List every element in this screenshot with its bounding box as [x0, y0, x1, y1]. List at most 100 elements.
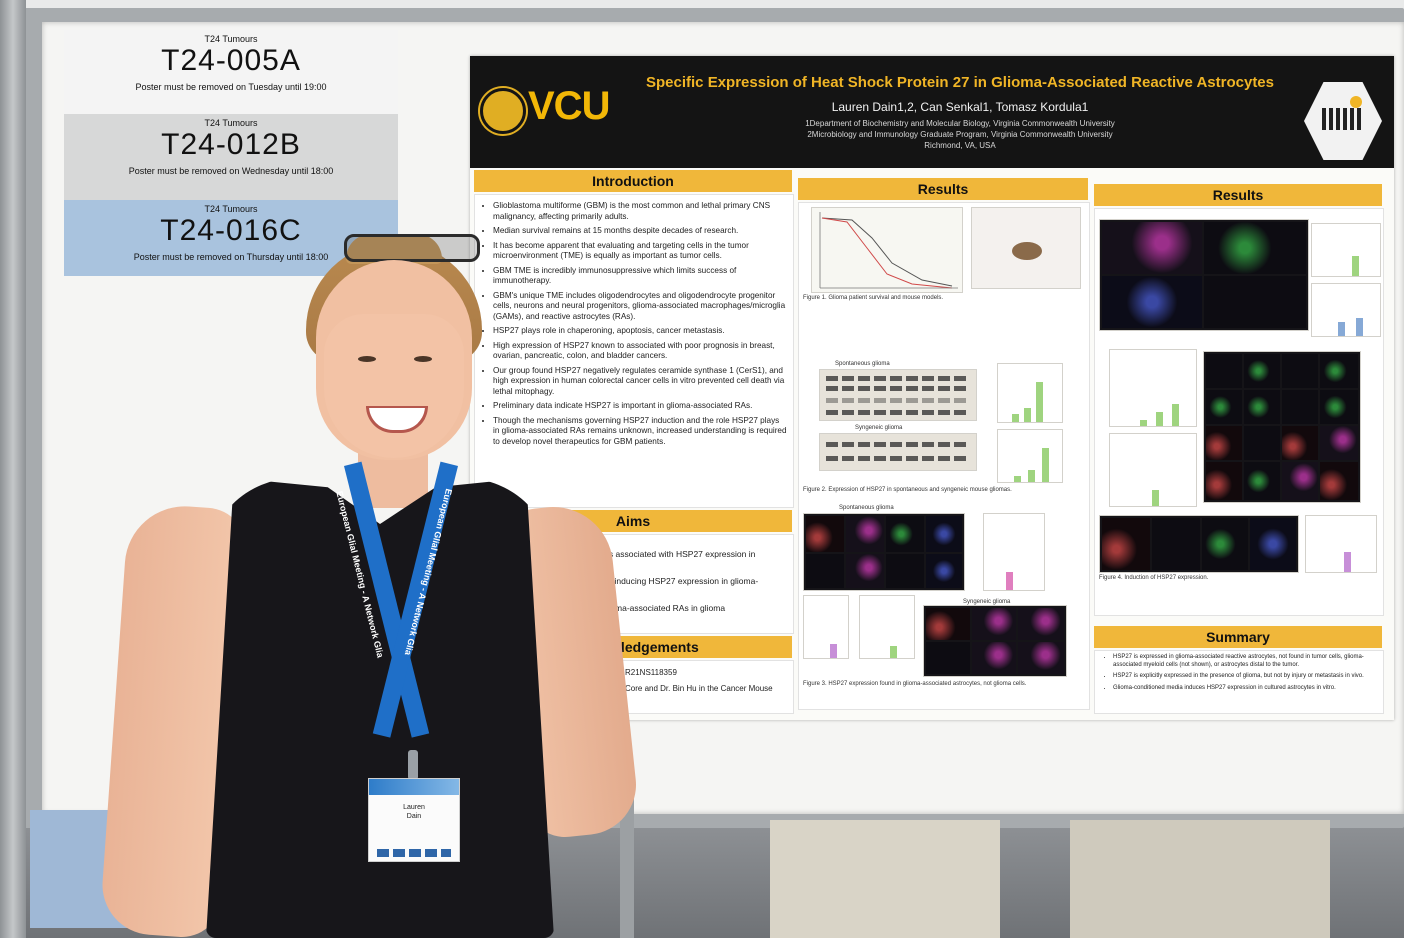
- list-item: HSP27 is expressed in glioma-associated …: [1113, 654, 1377, 669]
- figure-caption: Figure 3. HSP27 expression found in glio…: [803, 681, 1027, 687]
- bar: [1036, 382, 1043, 422]
- label-note: Poster must be removed on Wednesday unti…: [128, 166, 334, 176]
- micrograph: [1320, 462, 1358, 500]
- list-item: GBM TME is incredibly immunosuppressive …: [493, 266, 787, 287]
- micrograph: [1102, 276, 1202, 328]
- blot-band: [826, 376, 966, 381]
- label-category: T24 Tumours: [204, 34, 258, 44]
- western-blot-syngeneic: [819, 433, 977, 471]
- bar-chart: [1305, 515, 1377, 573]
- micrograph: [926, 516, 962, 552]
- vcu-logo-text: VCU: [528, 84, 610, 128]
- panel-title: Spontaneous glioma: [835, 361, 890, 367]
- bar: [1152, 490, 1159, 506]
- lanyard-text: European Glial Meeting - A Network Glia: [402, 487, 454, 657]
- micrograph: [1102, 222, 1202, 274]
- bar-chart: [983, 513, 1045, 591]
- bar: [1024, 408, 1031, 422]
- list-item: GBM's unique TME includes oligodendrocyt…: [493, 291, 787, 323]
- panel-title: Spontaneous glioma: [839, 505, 894, 511]
- results-heading: Results: [1094, 184, 1382, 206]
- survival-curve-figure: [811, 207, 963, 293]
- immunofluorescence-panel: [803, 513, 965, 591]
- poster-header: VCU Specific Expression of Heat Shock Pr…: [470, 56, 1394, 168]
- micrograph: [1152, 518, 1200, 570]
- introduction-body: Glioblastoma multiforme (GBM) is the mos…: [474, 194, 794, 508]
- immunofluorescence-panel: [1099, 219, 1309, 331]
- list-item: Preliminary data indicate HSP27 is impor…: [493, 401, 787, 412]
- micrograph: [1244, 390, 1280, 424]
- bar-chart: [803, 595, 849, 659]
- bar-chart: [1311, 283, 1381, 337]
- face: [324, 314, 464, 458]
- board-leg: [620, 790, 634, 938]
- label-note: Poster must be removed on Tuesday until …: [135, 82, 327, 92]
- background-person: [1070, 820, 1330, 938]
- ack-line: R21NS118359: [625, 668, 677, 677]
- micrograph: [1018, 608, 1064, 640]
- bar: [1042, 448, 1049, 482]
- bar-chart: [997, 363, 1063, 423]
- panel-title: Syngeneic glioma: [855, 425, 903, 431]
- micrograph: [806, 516, 844, 552]
- name-badge: Lauren Dain: [368, 778, 460, 862]
- results-heading: Results: [798, 178, 1088, 200]
- micrograph: [846, 554, 884, 588]
- sunglasses-icon: [344, 234, 480, 262]
- results-body: Figure 1. Glioma patient survival and mo…: [798, 202, 1090, 710]
- list-item: Glioma-conditioned media induces HSP27 e…: [1113, 685, 1377, 693]
- list-item: Glioblastoma multiforme (GBM) is the mos…: [493, 201, 787, 222]
- introduction-list: Glioblastoma multiforme (GBM) is the mos…: [481, 201, 787, 451]
- summary-heading: Summary: [1094, 626, 1382, 648]
- micrograph: [1206, 426, 1242, 460]
- panel-title: Syngeneic glioma: [963, 599, 1011, 605]
- eye: [414, 356, 432, 362]
- blot-band: [826, 410, 966, 415]
- badge-clip: [408, 750, 418, 780]
- label-note: Poster must be removed on Thursday until…: [133, 252, 329, 262]
- badge-first-name: Lauren: [403, 804, 425, 811]
- lanyard: European Glial Meeting - A Network Glia …: [334, 461, 458, 766]
- label-category: T24 Tumours: [204, 118, 258, 128]
- micrograph: [1018, 642, 1064, 674]
- micrograph: [1244, 462, 1280, 500]
- immunofluorescence-panel: [923, 605, 1067, 677]
- micrograph: [972, 642, 1016, 674]
- affiliation-line: Richmond, VA, USA: [924, 141, 996, 150]
- aims-text: changes associated with HSP27 expression…: [581, 541, 787, 622]
- micrograph: [1206, 354, 1242, 388]
- western-blot-spontaneous: [819, 369, 977, 421]
- affiliation-line: 2Microbiology and Immunology Graduate Pr…: [807, 130, 1113, 139]
- list-item: HSP27 is explicitly expressed in the pre…: [1113, 673, 1377, 681]
- micrograph: [1244, 354, 1280, 388]
- blot-band: [826, 442, 966, 447]
- micrograph: [886, 516, 924, 552]
- summary-body: HSP27 is expressed in glioma-associated …: [1094, 650, 1384, 714]
- poster-title: Specific Expression of Heat Shock Protei…: [646, 74, 1274, 91]
- blot-band: [826, 398, 966, 403]
- research-poster: VCU Specific Expression of Heat Shock Pr…: [470, 56, 1394, 720]
- micrograph: [1204, 276, 1306, 328]
- bar: [1014, 476, 1021, 482]
- mouse-model-diagram: [971, 207, 1081, 289]
- figure-caption: Figure 2. Expression of HSP27 in spontan…: [803, 487, 1012, 493]
- badge-header: [369, 779, 459, 795]
- label-code: T24-005A: [161, 44, 301, 77]
- bar: [1156, 412, 1163, 426]
- results-body: Figure 4. Induction of HSP27 expression.: [1094, 208, 1384, 616]
- micrograph: [1202, 518, 1248, 570]
- badge-last-name: Dain: [406, 813, 422, 820]
- immunofluorescence-panel: [1099, 515, 1299, 573]
- list-item: High expression of HSP27 known to associ…: [493, 341, 787, 362]
- micrograph: [886, 554, 924, 588]
- bar: [1006, 572, 1013, 590]
- micrograph: [1282, 426, 1318, 460]
- micrograph: [846, 516, 884, 552]
- presenter: European Glial Meeting - A Network Glia …: [96, 230, 656, 938]
- bar-chart: [1311, 223, 1381, 277]
- list-item: HSP27 plays role in chaperoning, apoptos…: [493, 326, 787, 337]
- bar: [1352, 256, 1359, 276]
- acknowledgements-text: R21NS118359 Core and Dr. Bin Hu in the C…: [625, 665, 787, 697]
- micrograph: [1102, 518, 1150, 570]
